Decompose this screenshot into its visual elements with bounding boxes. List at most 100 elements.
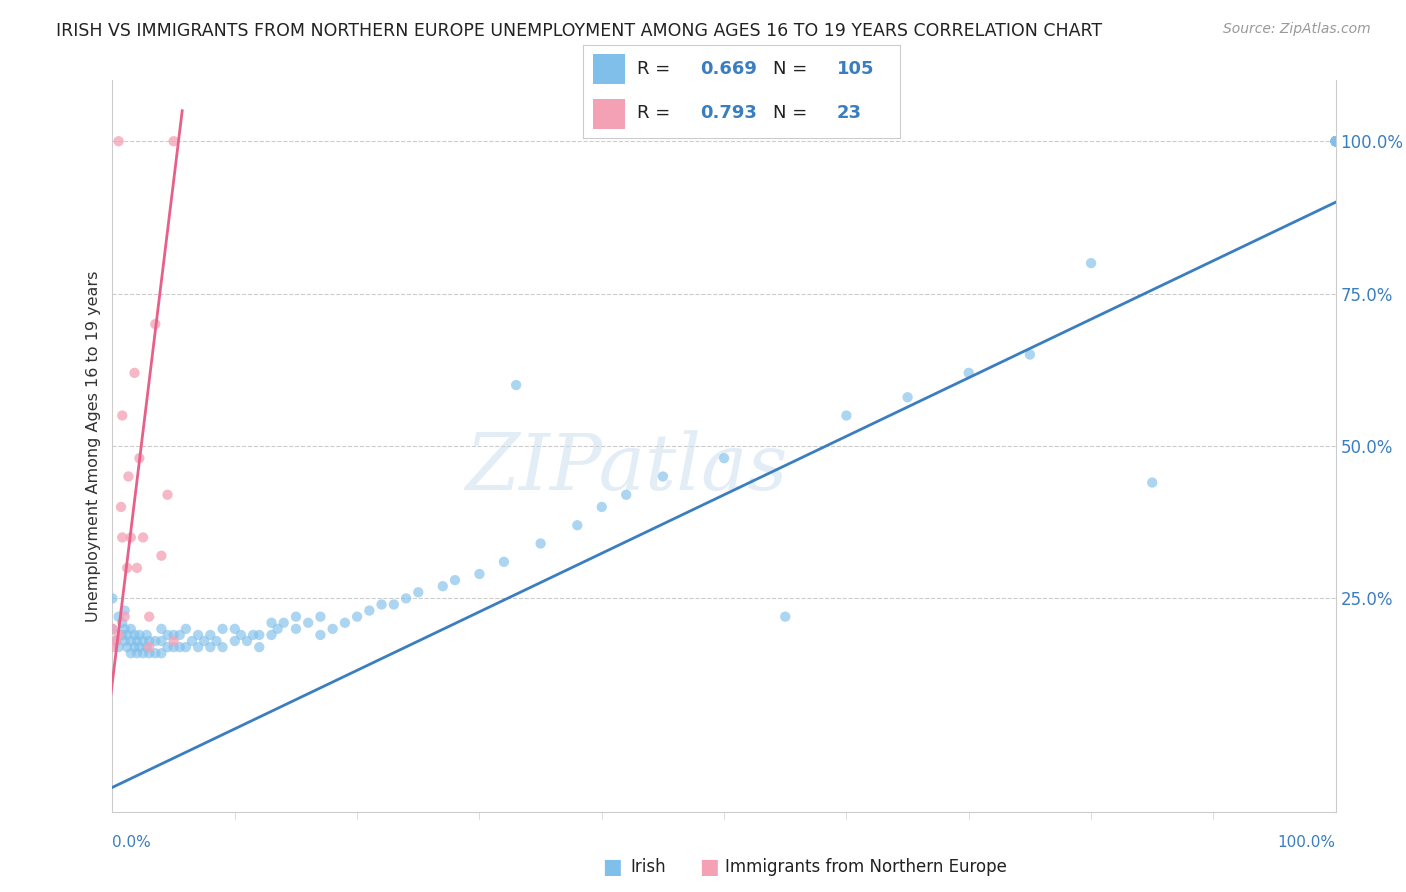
Text: 23: 23	[837, 104, 862, 122]
Text: N =: N =	[773, 61, 813, 78]
Point	[117, 469, 139, 483]
Point	[309, 628, 332, 642]
Point	[333, 615, 356, 630]
Point	[775, 609, 797, 624]
Point	[105, 634, 128, 648]
Point	[125, 561, 148, 575]
Point	[652, 469, 675, 483]
Point	[236, 634, 259, 648]
Point	[193, 634, 215, 648]
Point	[1324, 134, 1347, 148]
Point	[1080, 256, 1102, 270]
Point	[150, 622, 173, 636]
Point	[143, 634, 166, 648]
Point	[713, 451, 735, 466]
Point	[128, 640, 150, 655]
Point	[1324, 134, 1347, 148]
Point	[107, 628, 129, 642]
Y-axis label: Unemployment Among Ages 16 to 19 years: Unemployment Among Ages 16 to 19 years	[86, 270, 101, 622]
Text: N =: N =	[773, 104, 813, 122]
Point	[101, 591, 124, 606]
Point	[1324, 134, 1347, 148]
Point	[273, 615, 295, 630]
Point	[242, 628, 264, 642]
Point	[211, 640, 233, 655]
Point	[835, 409, 858, 423]
Point	[120, 530, 142, 544]
Point	[138, 640, 160, 655]
Point	[229, 628, 252, 642]
Text: Source: ZipAtlas.com: Source: ZipAtlas.com	[1223, 22, 1371, 37]
Point	[111, 615, 134, 630]
Point	[260, 615, 283, 630]
Point	[107, 640, 129, 655]
Point	[1324, 134, 1347, 148]
Text: 105: 105	[837, 61, 875, 78]
Point	[1018, 348, 1040, 362]
Point	[346, 609, 368, 624]
Point	[432, 579, 454, 593]
Point	[444, 573, 467, 587]
Point	[1324, 134, 1347, 148]
Point	[1142, 475, 1164, 490]
Point	[200, 628, 222, 642]
Point	[408, 585, 430, 599]
Point	[284, 609, 308, 624]
Point	[247, 628, 270, 642]
Bar	[593, 54, 624, 84]
Point	[115, 628, 138, 642]
Point	[150, 634, 173, 648]
Point	[120, 622, 142, 636]
Point	[957, 366, 980, 380]
Point	[150, 549, 173, 563]
Point	[135, 628, 157, 642]
Point	[150, 646, 173, 660]
Text: 100.0%: 100.0%	[1278, 836, 1336, 850]
Point	[309, 609, 332, 624]
Point	[187, 640, 209, 655]
Point	[174, 622, 197, 636]
Point	[125, 634, 148, 648]
Point	[200, 640, 222, 655]
Point	[163, 634, 186, 648]
Point	[395, 591, 418, 606]
Text: R =: R =	[637, 61, 676, 78]
Point	[143, 317, 166, 331]
Point	[132, 530, 155, 544]
Point	[322, 622, 344, 636]
Point	[266, 622, 288, 636]
Point	[284, 622, 308, 636]
Point	[224, 622, 246, 636]
Point	[138, 609, 160, 624]
Text: ■: ■	[602, 857, 621, 877]
Point	[120, 634, 142, 648]
Point	[567, 518, 589, 533]
Point	[114, 609, 136, 624]
Text: Immigrants from Northern Europe: Immigrants from Northern Europe	[725, 858, 1007, 876]
Point	[125, 646, 148, 660]
Point	[224, 634, 246, 648]
Point	[297, 615, 319, 630]
Text: Irish: Irish	[630, 858, 665, 876]
Point	[105, 634, 128, 648]
Point	[1324, 134, 1347, 148]
Point	[101, 622, 124, 636]
Text: 0.0%: 0.0%	[112, 836, 152, 850]
Point	[111, 409, 134, 423]
Point	[143, 646, 166, 660]
Point	[163, 640, 186, 655]
Text: ■: ■	[699, 857, 718, 877]
Text: R =: R =	[637, 104, 676, 122]
Point	[1324, 134, 1347, 148]
Point	[1324, 134, 1347, 148]
Point	[163, 134, 186, 148]
Point	[124, 366, 146, 380]
Text: 0.669: 0.669	[700, 61, 758, 78]
Text: IRISH VS IMMIGRANTS FROM NORTHERN EUROPE UNEMPLOYMENT AMONG AGES 16 TO 19 YEARS : IRISH VS IMMIGRANTS FROM NORTHERN EUROPE…	[56, 22, 1102, 40]
Point	[1324, 134, 1347, 148]
Point	[135, 640, 157, 655]
Point	[114, 622, 136, 636]
Point	[174, 640, 197, 655]
Point	[897, 390, 920, 404]
Point	[156, 628, 179, 642]
